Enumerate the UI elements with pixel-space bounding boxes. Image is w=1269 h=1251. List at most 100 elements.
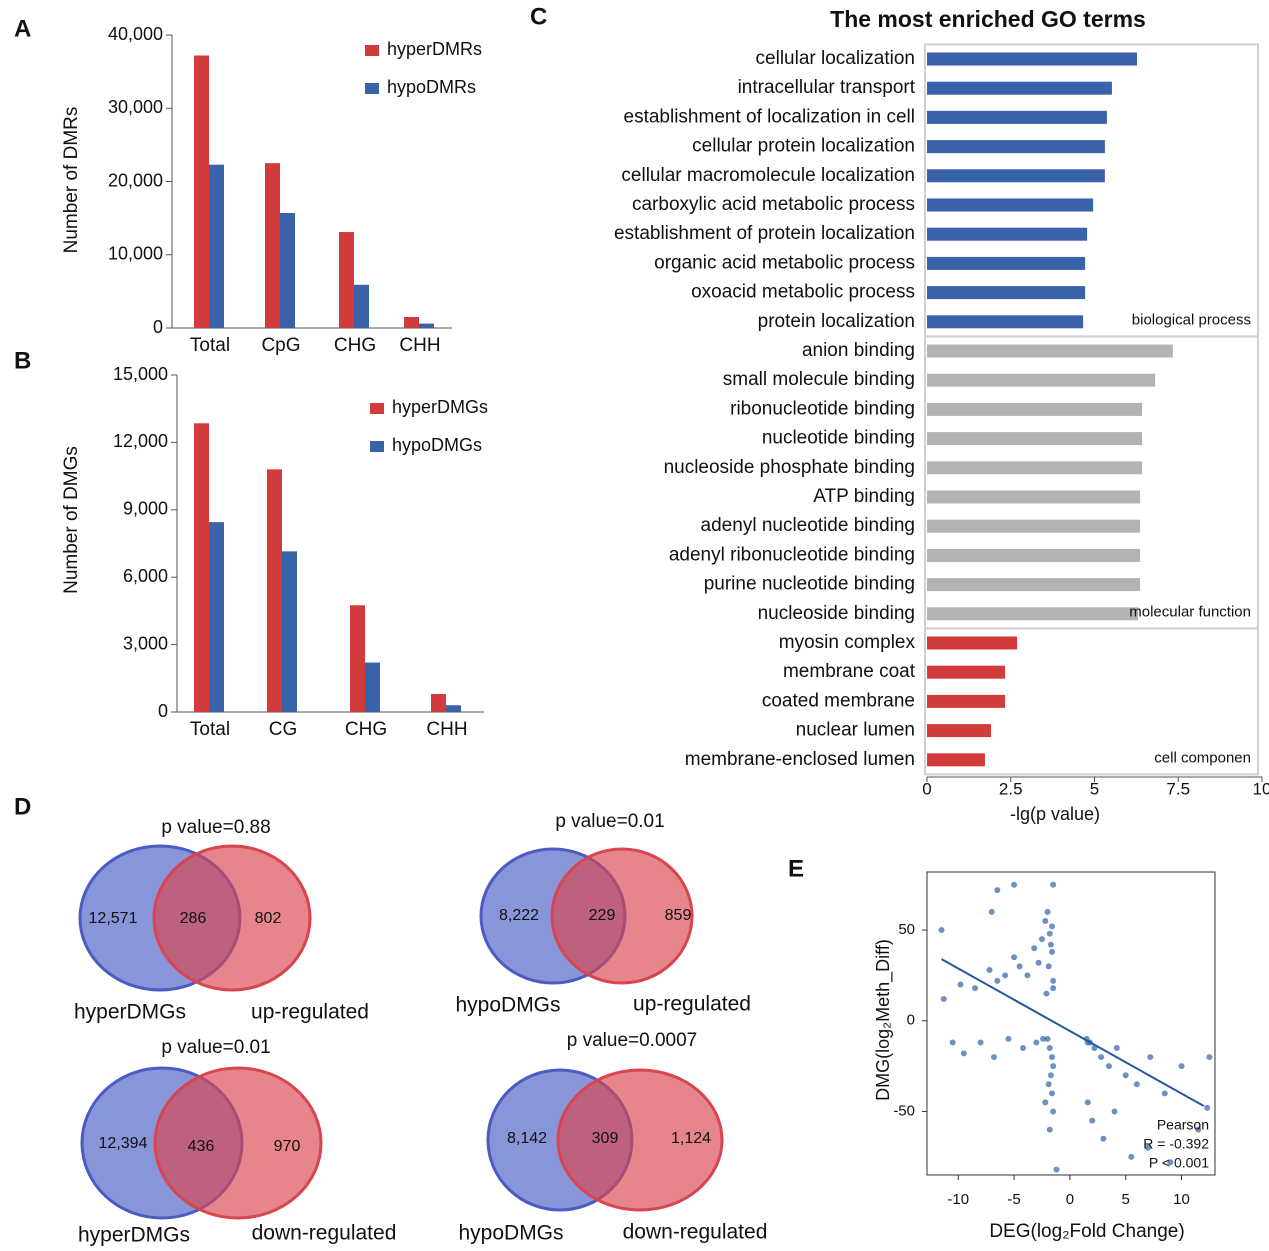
venn-set-label: down-regulated — [252, 1222, 397, 1245]
point — [1178, 1063, 1185, 1070]
y-tick-label: 0 — [158, 701, 168, 721]
bar — [209, 522, 224, 712]
bar — [927, 169, 1105, 183]
category-label: cellular localization — [756, 48, 915, 69]
venn-set-label: hyperDMGs — [78, 1224, 190, 1247]
y-tick-label: 0 — [153, 317, 163, 337]
point — [1002, 972, 1009, 979]
point — [1047, 941, 1054, 948]
venn-set-circle — [153, 1066, 323, 1220]
x-tick-label: -10 — [947, 1191, 969, 1208]
point — [1038, 936, 1045, 943]
point — [938, 927, 945, 934]
y-axis-title: DMG(log₂Meth_Diff) — [873, 939, 894, 1101]
y-tick-label: 9,000 — [123, 499, 168, 519]
point — [1045, 1081, 1052, 1088]
point — [1049, 1090, 1056, 1097]
bar — [927, 665, 1006, 679]
point — [1133, 1081, 1140, 1088]
point — [1046, 1126, 1053, 1133]
category-label: coated membrane — [762, 690, 915, 711]
bar — [194, 55, 209, 328]
bar — [404, 317, 419, 328]
panel-letter: E — [788, 855, 804, 882]
point — [1045, 963, 1052, 970]
venn-title: p value=0.88 — [161, 817, 270, 838]
venn-title: p value=0.01 — [161, 1037, 270, 1058]
y-tick-label: 50 — [898, 921, 915, 938]
bar — [927, 140, 1105, 154]
bar — [267, 469, 282, 712]
x-tick-label: 5 — [1122, 1191, 1130, 1208]
venn-count: 970 — [274, 1138, 301, 1155]
y-tick-label: 10,000 — [108, 244, 163, 264]
bar — [350, 605, 365, 712]
point — [1100, 1135, 1107, 1142]
bar — [927, 636, 1018, 650]
point — [1011, 954, 1018, 961]
point — [1147, 1054, 1154, 1061]
point — [1098, 1054, 1105, 1061]
point — [1050, 1063, 1057, 1070]
bar — [282, 551, 297, 712]
category-label: cellular macromolecule localization — [621, 165, 915, 186]
y-tick-label: 40,000 — [108, 24, 163, 44]
x-tick-label: CHG — [334, 335, 376, 356]
category-label: oxoacid metabolic process — [691, 282, 915, 303]
venn-count: 8,142 — [507, 1130, 547, 1147]
venn-count: 1,124 — [671, 1130, 711, 1147]
bar — [927, 461, 1143, 475]
point — [1044, 908, 1051, 915]
venn-title: p value=0.0007 — [567, 1030, 697, 1051]
x-tick-label: 10 — [1253, 779, 1269, 798]
category-label: anion binding — [802, 340, 915, 361]
x-tick-label: 5 — [1090, 779, 1099, 798]
legend-swatch — [370, 441, 384, 452]
point — [1145, 1144, 1152, 1151]
fit-line — [941, 958, 1205, 1107]
point — [1053, 1166, 1060, 1173]
bar — [194, 423, 209, 712]
x-axis-title: -lg(p value) — [1010, 804, 1100, 824]
point — [1161, 1090, 1168, 1097]
x-tick-label: CG — [269, 719, 298, 740]
point — [990, 1054, 997, 1061]
bar — [339, 232, 354, 328]
bar — [209, 164, 224, 328]
point — [1047, 1072, 1054, 1079]
category-label: membrane-enclosed lumen — [685, 749, 915, 770]
plot-frame — [926, 871, 1216, 1176]
chart-title: The most enriched GO terms — [830, 6, 1146, 32]
point — [1020, 1044, 1026, 1051]
point — [977, 1039, 984, 1046]
panel-letter: C — [530, 3, 547, 30]
bar — [419, 323, 434, 328]
point — [1049, 923, 1056, 930]
point — [1195, 1126, 1202, 1133]
bar — [927, 256, 1086, 270]
group-label: cell componen — [1154, 749, 1251, 766]
venn-count: 309 — [592, 1130, 619, 1147]
category-label: small molecule binding — [723, 369, 915, 390]
x-tick-label: 10 — [1173, 1191, 1190, 1208]
annotation: R = -0.392 — [1143, 1136, 1209, 1152]
legend-label: hyperDMGs — [392, 397, 488, 417]
category-label: adenyl ribonucleotide binding — [669, 544, 915, 565]
bar — [280, 212, 295, 328]
legend-swatch — [370, 403, 384, 414]
y-tick-label: 6,000 — [123, 566, 168, 586]
point — [1040, 1035, 1047, 1042]
point — [1005, 1035, 1012, 1042]
point — [1206, 1054, 1213, 1061]
point — [940, 996, 947, 1003]
point — [1033, 1039, 1040, 1046]
y-tick-label: -50 — [893, 1102, 915, 1119]
point — [1122, 1072, 1129, 1079]
point — [1035, 959, 1042, 966]
point — [1204, 1104, 1211, 1111]
category-label: carboxylic acid metabolic process — [632, 194, 915, 215]
point — [1111, 1108, 1118, 1115]
point — [1042, 1099, 1049, 1106]
point — [1050, 985, 1057, 992]
bar — [927, 402, 1143, 416]
